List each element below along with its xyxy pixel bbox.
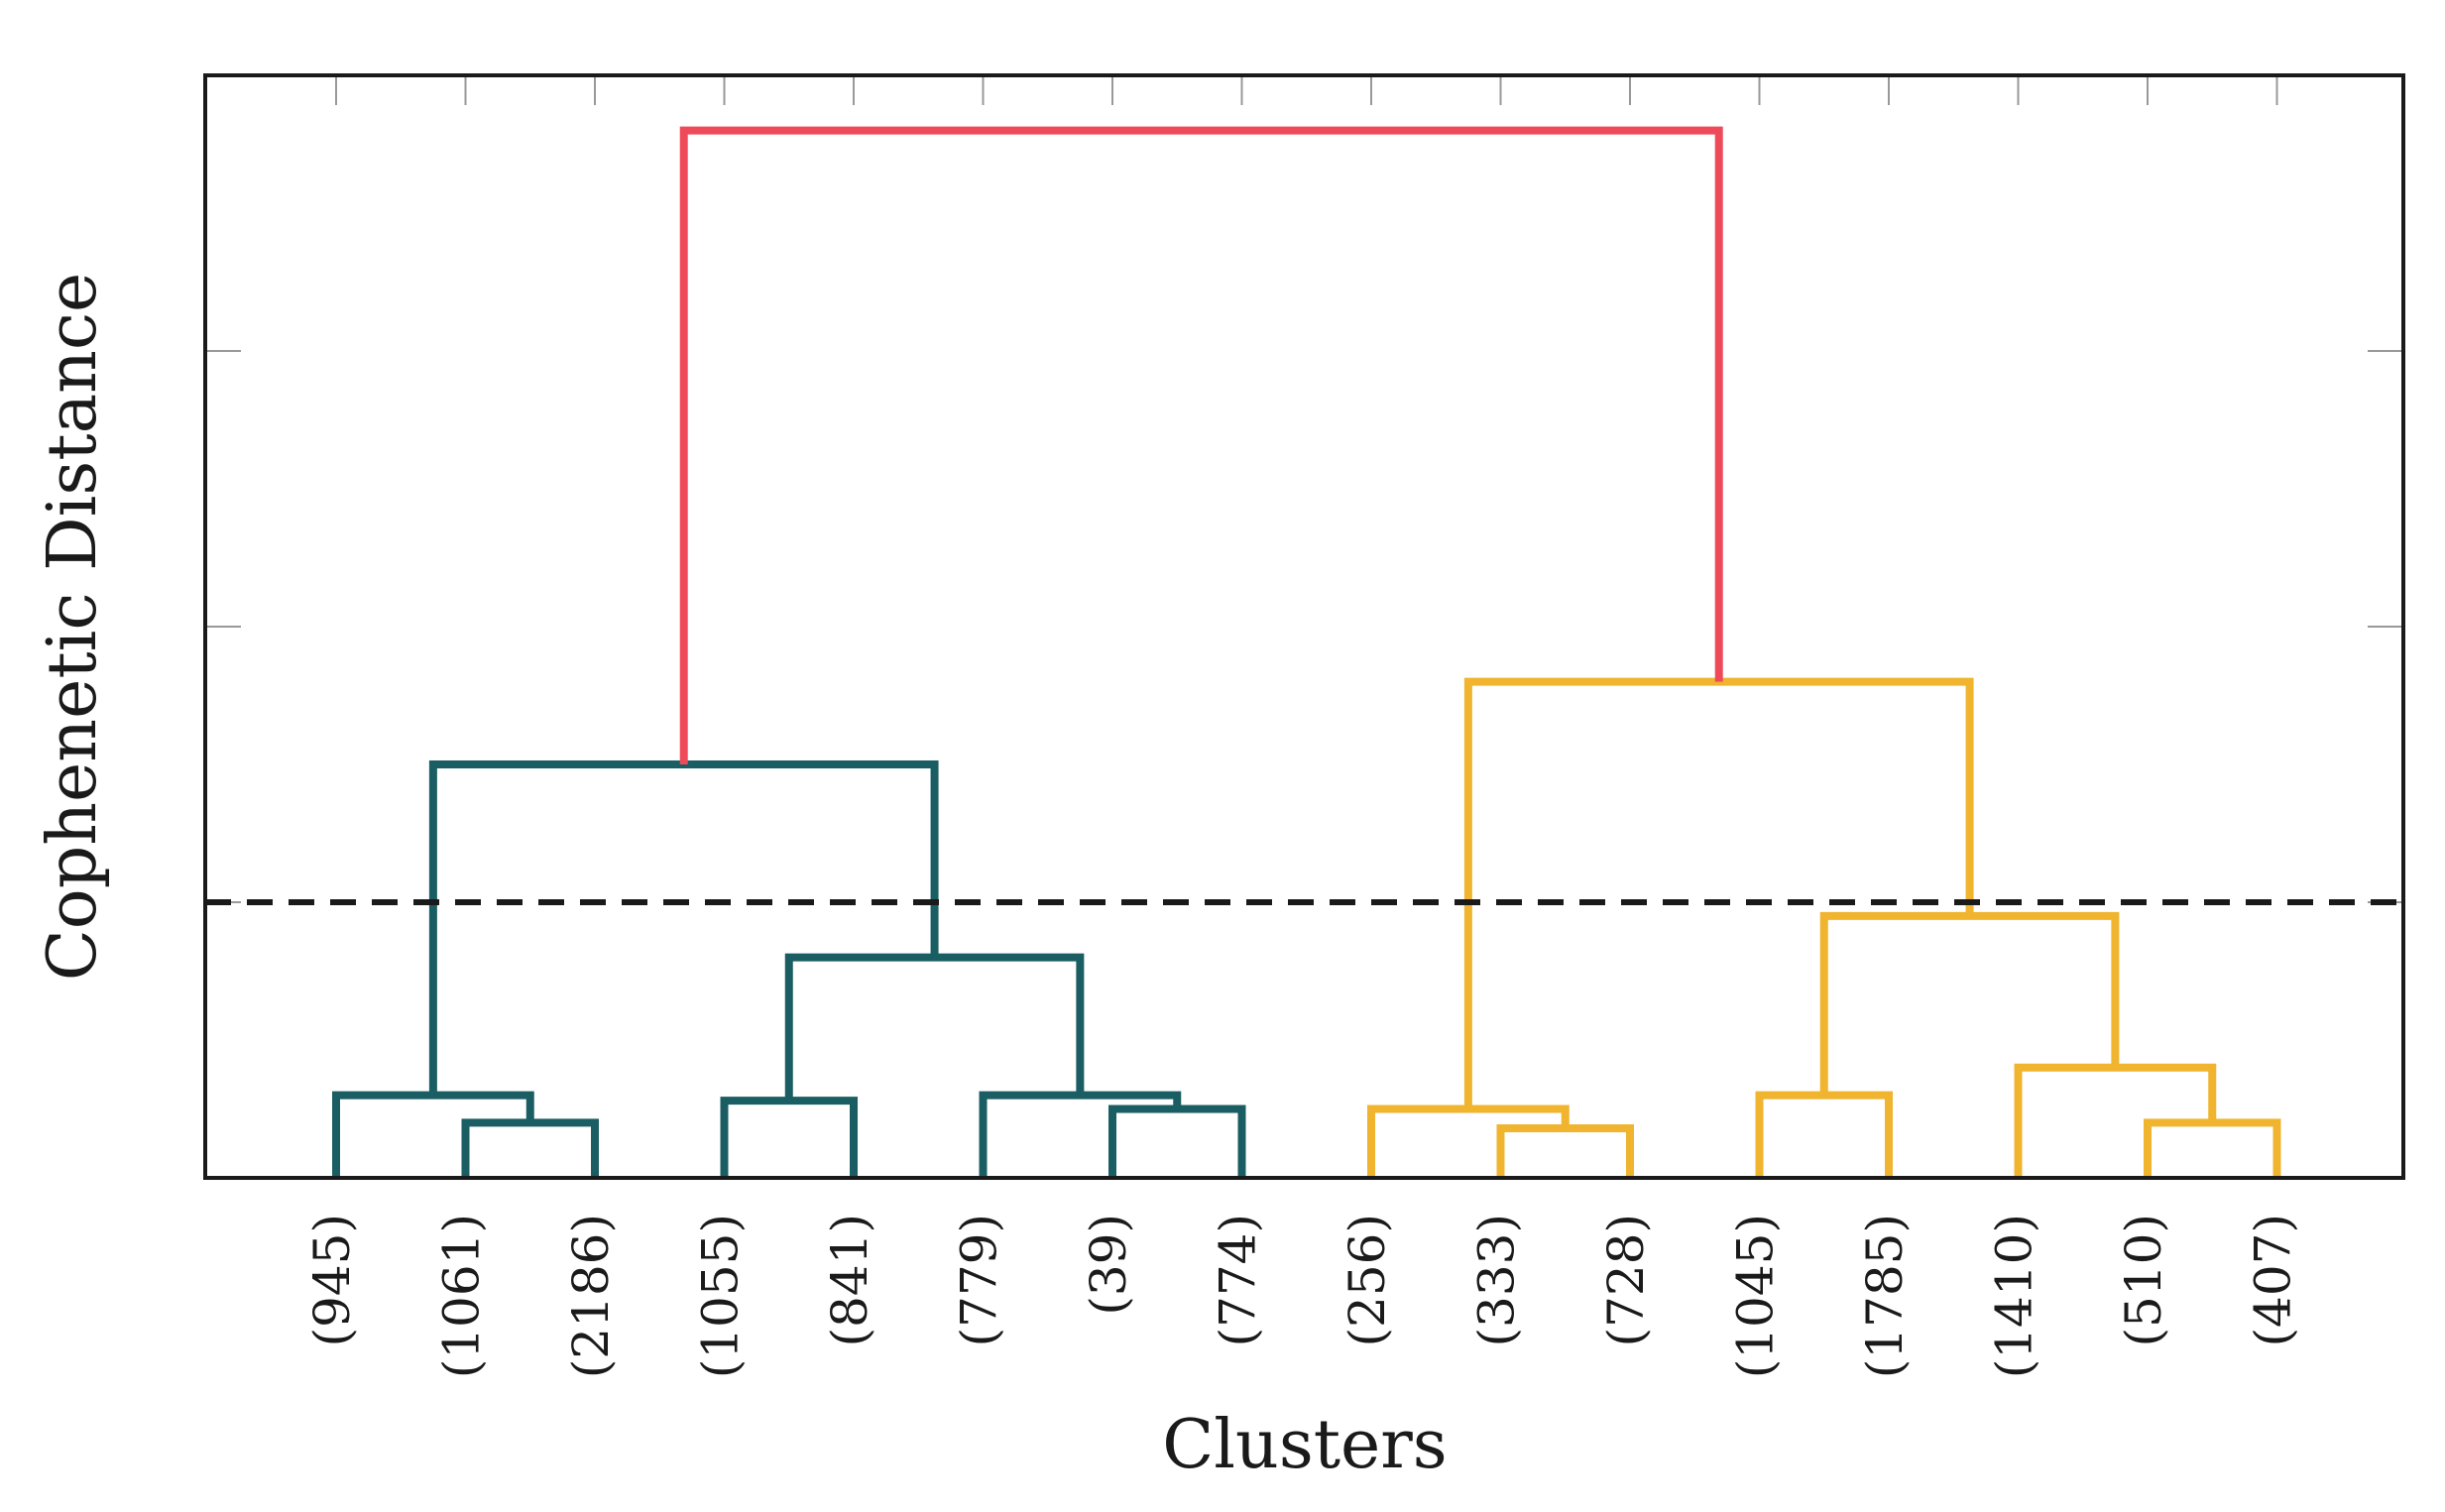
link-m6 — [784, 953, 1085, 1102]
leaf-label: (774) — [1210, 1214, 1267, 1346]
link-m7 — [428, 760, 939, 1096]
leaf-label: (728) — [1597, 1214, 1655, 1346]
leaf-label: (1785) — [1856, 1214, 1914, 1378]
leaf-label: (407) — [2245, 1214, 2302, 1346]
leaf-label: (1055) — [692, 1214, 750, 1378]
x-axis-label: Clusters — [1162, 1406, 1447, 1484]
link-m15 — [679, 126, 1723, 764]
link-m9 — [1367, 1105, 1570, 1178]
leaf-label: (1045) — [1727, 1214, 1785, 1378]
link-m14 — [1463, 677, 1974, 1109]
leaf-label: (945) — [303, 1214, 361, 1346]
leaf-label: (1410) — [1986, 1214, 2043, 1378]
leaf-label: (510) — [2115, 1214, 2172, 1346]
leaf-label: (256) — [1339, 1214, 1396, 1346]
leaf-label: (779) — [951, 1214, 1008, 1346]
link-m1 — [461, 1118, 599, 1178]
leaf-labels: (945) (1061) (2186) (1055) (841) (779) (39) (77… — [303, 1214, 2302, 1378]
links-layer — [332, 126, 2281, 1178]
link-m2 — [332, 1091, 534, 1178]
leaf-label: (39) — [1080, 1214, 1137, 1316]
leaf-label: (2186) — [562, 1214, 620, 1378]
link-m3 — [720, 1097, 858, 1178]
link-m4 — [1108, 1105, 1246, 1178]
link-m10 — [1755, 1091, 1893, 1178]
ticks-layer — [205, 75, 2403, 903]
leaf-label: (333) — [1468, 1214, 1526, 1346]
leaf-label: (1061) — [433, 1214, 491, 1378]
y-axis-label: Cophenetic Distance — [34, 273, 112, 982]
link-m8 — [1496, 1123, 1634, 1178]
plot-frame — [203, 73, 2405, 1180]
link-m11 — [2144, 1118, 2281, 1178]
leaf-label: (841) — [821, 1214, 878, 1346]
